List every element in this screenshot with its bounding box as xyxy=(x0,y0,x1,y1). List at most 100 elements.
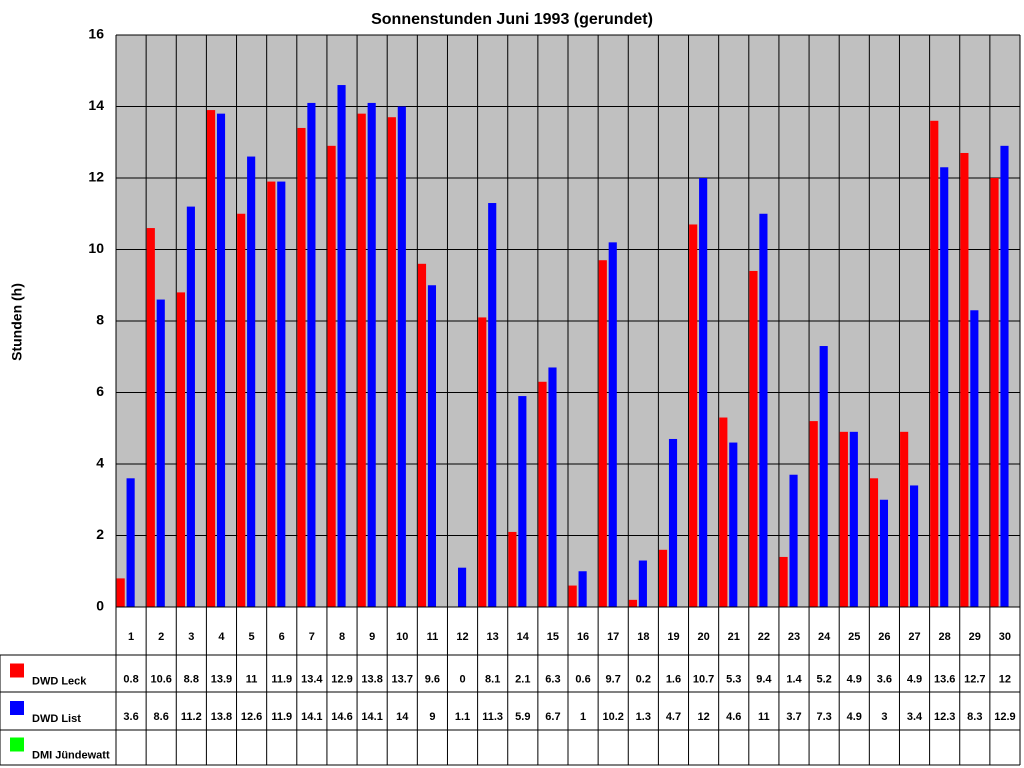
bar xyxy=(126,478,135,607)
table-value: 10.6 xyxy=(150,673,171,685)
bar xyxy=(689,224,698,607)
chart-title: Sonnenstunden Juni 1993 (gerundet) xyxy=(371,11,653,28)
table-value: 12 xyxy=(999,673,1011,685)
x-tick-label: 18 xyxy=(637,631,649,643)
x-tick-label: 11 xyxy=(427,631,439,643)
table-value: 14.1 xyxy=(361,711,382,723)
x-tick-label: 30 xyxy=(999,631,1011,643)
bar xyxy=(598,260,607,607)
table-value: 3.7 xyxy=(786,711,801,723)
y-tick-label: 16 xyxy=(88,26,104,42)
legend-key xyxy=(10,663,24,678)
bar xyxy=(1000,145,1009,607)
table-value: 1.1 xyxy=(455,711,470,723)
x-tick-label: 14 xyxy=(517,631,530,643)
table-value: 11.9 xyxy=(271,711,292,723)
bar xyxy=(247,156,256,608)
table-value: 4.9 xyxy=(847,711,862,723)
bar xyxy=(779,556,788,607)
y-tick-label: 4 xyxy=(96,455,104,471)
bar xyxy=(608,242,617,607)
bar xyxy=(719,417,728,607)
table-value: 11.9 xyxy=(271,673,292,685)
table-value: 11 xyxy=(758,711,770,723)
bar xyxy=(458,567,467,607)
legend-label: DMI Jündewatt xyxy=(32,749,110,761)
bar xyxy=(417,263,427,607)
bar xyxy=(900,431,909,607)
bar xyxy=(578,571,587,607)
bar xyxy=(869,478,879,607)
bar xyxy=(357,113,366,608)
bar xyxy=(699,178,708,607)
bar xyxy=(327,145,336,607)
bar xyxy=(990,178,999,607)
bar xyxy=(156,299,165,607)
table-value: 12.3 xyxy=(934,711,955,723)
x-tick-label: 19 xyxy=(667,631,679,643)
x-tick-label: 17 xyxy=(607,631,619,643)
legend-label: DWD Leck xyxy=(32,675,87,687)
table-value: 3 xyxy=(881,711,887,723)
y-tick-label: 6 xyxy=(96,383,104,399)
bar xyxy=(116,578,125,607)
x-tick-label: 27 xyxy=(908,631,920,643)
bar xyxy=(789,474,798,607)
bar xyxy=(628,599,638,607)
bar xyxy=(237,213,246,607)
table-value: 14.6 xyxy=(331,711,352,723)
table-value: 13.4 xyxy=(301,673,323,685)
table-value: 9.7 xyxy=(606,673,621,685)
table-value: 1.3 xyxy=(636,711,651,723)
table-value: 8.6 xyxy=(154,711,169,723)
table-value: 2.1 xyxy=(515,673,530,685)
table-value: 13.7 xyxy=(392,673,413,685)
x-tick-label: 21 xyxy=(728,631,740,643)
x-tick-label: 20 xyxy=(697,631,709,643)
table-value: 3.4 xyxy=(907,711,923,723)
bar xyxy=(749,270,758,607)
legend-label: DWD List xyxy=(32,713,81,725)
y-tick-label: 14 xyxy=(88,97,104,113)
bar xyxy=(970,310,979,607)
bar xyxy=(759,213,768,607)
x-tick-label: 9 xyxy=(369,631,375,643)
bar xyxy=(207,110,216,607)
table-value: 1 xyxy=(580,711,586,723)
table-value: 4.6 xyxy=(726,711,741,723)
bar xyxy=(397,106,406,607)
x-tick-label: 8 xyxy=(339,631,345,643)
bar xyxy=(819,346,828,607)
table-value: 13.8 xyxy=(361,673,382,685)
table-value: 11.3 xyxy=(482,711,503,723)
bar xyxy=(367,102,376,608)
y-tick-label: 8 xyxy=(96,312,104,328)
legend-key xyxy=(10,737,24,752)
y-tick-label: 2 xyxy=(96,526,104,542)
table-value: 0.2 xyxy=(636,673,651,685)
x-tick-label: 29 xyxy=(969,631,981,643)
bar xyxy=(146,228,155,608)
x-tick-label: 22 xyxy=(758,631,770,643)
bar xyxy=(216,113,226,608)
table-value: 8.3 xyxy=(967,711,982,723)
bar xyxy=(548,367,557,607)
bar xyxy=(297,127,306,607)
table-value: 10.7 xyxy=(693,673,714,685)
table-value: 13.6 xyxy=(934,673,955,685)
x-tick-label: 24 xyxy=(818,631,831,643)
bar xyxy=(267,181,276,607)
bar xyxy=(839,431,848,607)
x-tick-label: 13 xyxy=(487,631,499,643)
table-value: 13.8 xyxy=(211,711,232,723)
x-tick-label: 4 xyxy=(218,631,225,643)
bar xyxy=(568,585,577,607)
bar xyxy=(488,203,497,607)
table-value: 5.3 xyxy=(726,673,741,685)
y-tick-label: 0 xyxy=(96,598,104,614)
x-tick-label: 28 xyxy=(939,631,951,643)
x-tick-label: 16 xyxy=(577,631,589,643)
table-value: 6.3 xyxy=(545,673,560,685)
table-value: 1.6 xyxy=(666,673,681,685)
